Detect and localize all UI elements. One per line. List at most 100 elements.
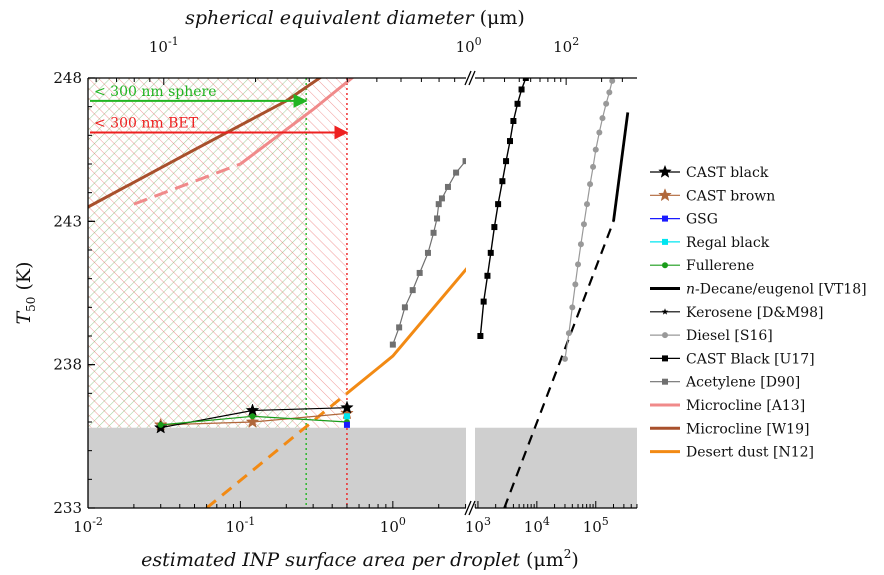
- acetylene-point: [496, 104, 502, 110]
- bottom-tick-label-base: 10: [226, 518, 245, 536]
- acetylene-point: [424, 249, 431, 256]
- legend-label: Fullerene: [686, 258, 754, 274]
- top-axis-title: spherical equivalent diameter (μm): [185, 7, 525, 29]
- acetylene-point: [416, 269, 423, 276]
- legend-label: Diesel [S16]: [686, 328, 773, 344]
- bottom-tick-label-exp: 0: [399, 515, 406, 528]
- bottom-tick-label: 103: [465, 515, 491, 536]
- legend-label-rest: -Decane/eugenol [VT18]: [695, 282, 867, 298]
- legend-label: Kerosene [D&M98]: [686, 305, 823, 321]
- top-tick-label-base: 10: [149, 38, 168, 56]
- legend-label: CAST brown: [686, 188, 775, 204]
- axis-break-mark: [464, 500, 472, 516]
- diesel-point: [603, 100, 610, 107]
- legend-symbol: [650, 355, 680, 362]
- cast-black-u17-point: [477, 333, 484, 339]
- plot-area-right: [475, 66, 637, 508]
- legend-marker: [658, 188, 672, 202]
- cast-black-u17-point: [514, 100, 521, 107]
- diesel-point: [612, 66, 618, 72]
- microcline-a13-line: [239, 78, 355, 166]
- top-tick-label: 102: [553, 35, 579, 56]
- legend-symbol: [650, 262, 680, 269]
- y-axis-title-text: T: [13, 311, 35, 325]
- kerosene-point: [545, 158, 552, 164]
- legend-label: Acetylene [D90]: [685, 375, 800, 391]
- axis-break-mark: [468, 70, 476, 86]
- top-tick-label: 100: [456, 35, 482, 56]
- bottom-tick-label: 100: [380, 515, 406, 536]
- acetylene-point: [435, 201, 442, 208]
- kerosene-line: [549, 75, 558, 161]
- legend-marker: [662, 378, 668, 385]
- plot-area-left: [88, 72, 561, 508]
- acetylene-point: [508, 86, 514, 92]
- bottom-tick-label-base: 10: [465, 518, 484, 536]
- legend-label: Desert dust [N12]: [686, 445, 814, 461]
- legend-symbol: [650, 215, 680, 222]
- axis-break-mark: [464, 70, 472, 86]
- bottom-axis-unit: (μm: [526, 549, 564, 571]
- diesel-point: [592, 146, 599, 153]
- top-tick-label-exp: -1: [168, 35, 179, 48]
- y-axis-title-sub: 50: [24, 297, 38, 312]
- cast-black-u17-line: [479, 78, 527, 337]
- legend-label: Microcline [W19]: [686, 421, 809, 437]
- bottom-tick-label-exp: 3: [484, 515, 491, 528]
- legend-marker: [662, 355, 668, 362]
- diesel-line: [564, 78, 614, 359]
- legend-label: CAST Black [U17]: [686, 351, 815, 367]
- acetylene-point: [438, 195, 445, 202]
- bet-annotation: < 300 nm BET: [94, 115, 199, 131]
- bottom-tick-label-exp: -2: [92, 515, 103, 528]
- microcline-a13-dashed: [133, 162, 241, 206]
- decane-eugenol-line: [612, 112, 630, 222]
- kerosene-point: [554, 72, 561, 78]
- bottom-tick-label-base: 10: [73, 518, 92, 536]
- acetylene-point: [444, 183, 451, 190]
- bottom-axis-unit-sup: 2: [564, 547, 572, 561]
- bottom-tick-label-base: 10: [380, 518, 399, 536]
- axis-break-mark: [468, 500, 476, 516]
- y-tick-label: 238: [53, 356, 82, 374]
- diesel-point: [565, 330, 572, 337]
- top-axis-title-text: spherical equivalent diameter: [185, 7, 475, 29]
- cast-black-u17-point: [522, 78, 529, 81]
- bottom-axis-title-text: estimated INP surface area per droplet: [141, 549, 520, 571]
- cast-black-u17-point: [499, 178, 506, 185]
- diesel-point: [561, 355, 568, 362]
- y-axis-title: T50 (K): [13, 261, 40, 324]
- legend-symbol: [650, 332, 680, 339]
- top-tick-label-base: 10: [456, 38, 475, 56]
- top-tick-label-exp: 0: [475, 35, 482, 48]
- bottom-tick-label: 10-1: [226, 515, 256, 536]
- diesel-point: [572, 281, 579, 288]
- top-tick-label-exp: 2: [572, 35, 579, 48]
- legend-symbol: [650, 378, 680, 385]
- cast-black-u17-point: [480, 298, 487, 305]
- bottom-tick-label-base: 10: [524, 518, 543, 536]
- sphere-annotation: < 300 nm sphere: [94, 84, 217, 100]
- legend-marker: [662, 262, 668, 269]
- gray-region-right: [475, 427, 637, 508]
- acetylene-point: [473, 144, 479, 150]
- acetylene-point: [396, 324, 403, 331]
- acetylene-point: [434, 215, 441, 222]
- gray-region-left: [88, 427, 466, 508]
- acetylene-point: [430, 229, 437, 236]
- y-tick-label: 248: [53, 69, 82, 87]
- legend-label: n-Decane/eugenol [VT18]: [686, 282, 867, 298]
- diesel-point: [606, 89, 613, 96]
- acetylene-point: [503, 95, 509, 101]
- fullerene-point: [157, 421, 164, 428]
- acetylene-point: [453, 169, 460, 176]
- acetylene-point: [401, 304, 408, 311]
- diesel-point: [580, 221, 587, 228]
- legend-label-prefix: n: [686, 282, 695, 298]
- legend-symbol: [650, 164, 680, 178]
- cast-black-u17-point: [518, 86, 525, 93]
- y-tick-label: 233: [53, 499, 82, 517]
- legend-symbol: [650, 308, 680, 315]
- bottom-tick-label: 10-2: [73, 515, 103, 536]
